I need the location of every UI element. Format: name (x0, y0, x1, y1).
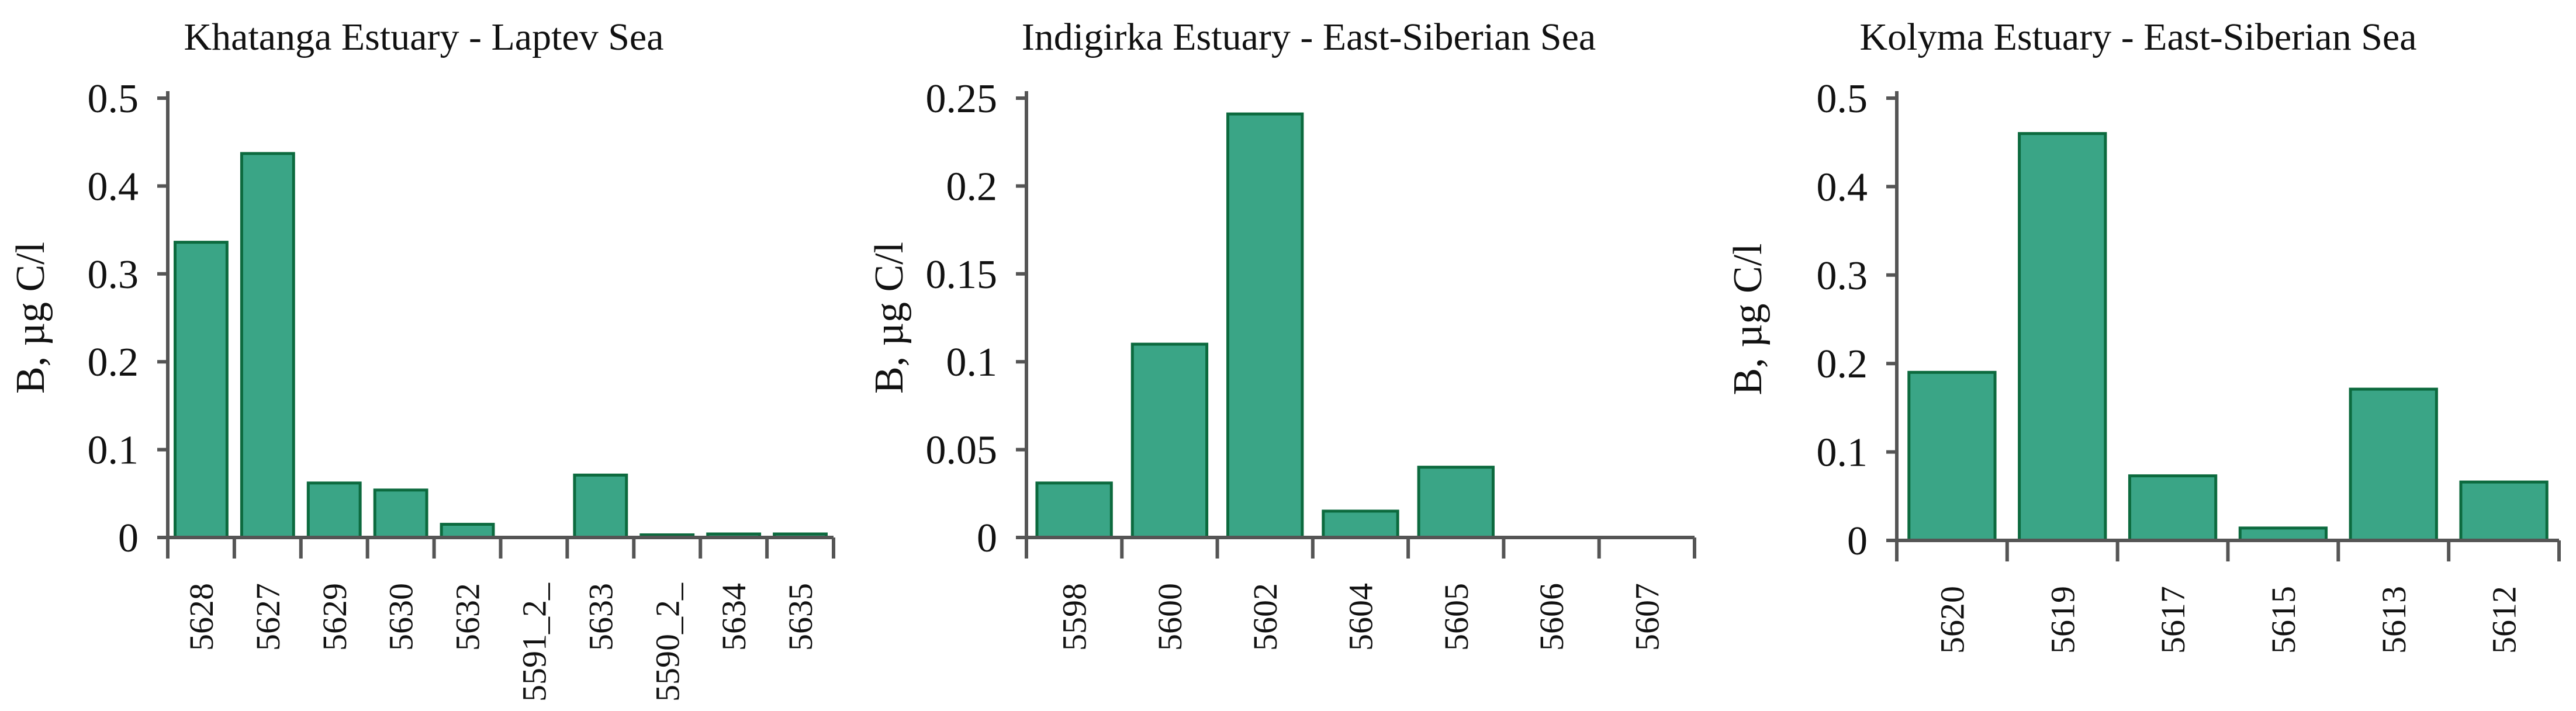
x-tick-label-indigirka-5607: 5607 (1628, 583, 1666, 651)
bar-khatanga-5628 (174, 241, 229, 539)
y-tick-label-khatanga: 0.2 (88, 340, 139, 385)
x-tick-label-indigirka-5604: 5604 (1342, 583, 1380, 651)
chart-panel-khatanga: Khatanga Estuary - Laptev Sea B, µg C/l 0 0… (0, 0, 859, 711)
x-tick-label-khatanga-5590_2_: 5590_2_ (648, 582, 686, 702)
x-tick-label-kolyma-5620: 5620 (1933, 586, 1971, 654)
x-tick-label-khatanga-5635: 5635 (782, 583, 820, 651)
x-tick-label-khatanga-5628: 5628 (182, 583, 220, 651)
bar-indigirka-5605 (1417, 466, 1495, 539)
x-tick-label-khatanga-5630: 5630 (382, 583, 420, 651)
y-tick-label-kolyma: 0.5 (1817, 77, 1868, 122)
chart-title-kolyma: Kolyma Estuary - East-Siberian Sea (1859, 16, 2416, 58)
bar-kolyma-5615 (2238, 526, 2328, 542)
y-tick-label-kolyma: 0.3 (1817, 254, 1868, 299)
bar-indigirka-5602 (1226, 112, 1304, 539)
x-tick-label-khatanga-5633: 5633 (582, 583, 620, 651)
y-tick-label-indigirka: 0.05 (926, 428, 998, 473)
x-tick-label-khatanga-5627: 5627 (249, 583, 287, 651)
x-tick-label-kolyma-5613: 5613 (2375, 586, 2413, 654)
x-tick-label-kolyma-5619: 5619 (2043, 586, 2081, 654)
y-tick-label-kolyma: 0 (1847, 519, 1868, 564)
bar-khatanga-5627 (240, 152, 295, 539)
bar-indigirka-5604 (1322, 509, 1399, 539)
y-tick-label-khatanga: 0.3 (88, 252, 139, 297)
chart-panel-kolyma: Kolyma Estuary - East-Siberian Sea B, µg … (1717, 0, 2576, 711)
bar-indigirka-5598 (1035, 481, 1113, 539)
y-tick-label-khatanga: 0.1 (88, 428, 139, 473)
chart-panel-indigirka: Indigirka Estuary - East-Siberian Sea B, … (859, 0, 1717, 711)
y-axis-label-indigirka: B, µg C/l (867, 242, 912, 394)
x-tick-label-khatanga-5634: 5634 (715, 583, 753, 651)
chart-svg-khatanga: Khatanga Estuary - Laptev Sea B, µg C/l 0 0… (8, 16, 835, 702)
y-tick-label-khatanga: 0.5 (88, 77, 139, 122)
x-tick-label-kolyma-5612: 5612 (2485, 586, 2523, 654)
x-tick-label-indigirka-5598: 5598 (1056, 583, 1094, 651)
x-tick-label-kolyma-5617: 5617 (2154, 586, 2192, 654)
y-axis-label-kolyma: B, µg C/l (1726, 243, 1771, 395)
y-tick-label-indigirka: 0.1 (946, 340, 998, 385)
y-tick-label-indigirka: 0 (977, 516, 997, 561)
y-tick-label-indigirka: 0.2 (946, 164, 998, 209)
x-tick-label-khatanga-5629: 5629 (316, 583, 354, 651)
bar-kolyma-5620 (1907, 370, 1997, 542)
y-tick-label-kolyma: 0.2 (1817, 342, 1868, 387)
chart-title-khatanga: Khatanga Estuary - Laptev Sea (184, 16, 663, 58)
bar-khatanga-5633 (573, 473, 628, 539)
x-tick-label-indigirka-5606: 5606 (1533, 583, 1571, 651)
x-tick-label-kolyma-5615: 5615 (2264, 586, 2302, 654)
bar-khatanga-5632 (440, 522, 495, 539)
chart-svg-indigirka: Indigirka Estuary - East-Siberian Sea B, … (867, 16, 1696, 651)
x-tick-label-indigirka-5605: 5605 (1437, 583, 1475, 651)
chart-title-indigirka: Indigirka Estuary - East-Siberian Sea (1022, 16, 1596, 58)
y-tick-label-khatanga: 0.4 (88, 164, 139, 209)
y-axis-label-khatanga: B, µg C/l (8, 242, 53, 394)
x-tick-label-indigirka-5600: 5600 (1151, 583, 1189, 651)
bar-khatanga-5630 (373, 488, 428, 539)
bar-indigirka-5600 (1130, 342, 1209, 539)
y-tick-label-kolyma: 0.1 (1817, 431, 1868, 476)
y-tick-label-kolyma: 0.4 (1817, 165, 1868, 210)
y-tick-label-khatanga: 0 (118, 516, 139, 561)
bar-kolyma-5613 (2349, 387, 2438, 542)
chart-svg-kolyma: Kolyma Estuary - East-Siberian Sea B, µg … (1726, 16, 2561, 654)
x-tick-label-khatanga-5591_2_: 5591_2_ (515, 582, 553, 702)
x-tick-label-indigirka-5602: 5602 (1246, 583, 1284, 651)
bar-kolyma-5612 (2459, 480, 2549, 542)
bar-kolyma-5617 (2128, 474, 2218, 542)
y-tick-label-indigirka: 0.25 (926, 77, 998, 122)
bar-khatanga-5629 (306, 481, 362, 539)
bar-kolyma-5619 (2018, 132, 2107, 542)
y-tick-label-indigirka: 0.15 (926, 252, 998, 297)
x-tick-label-khatanga-5632: 5632 (449, 583, 487, 651)
